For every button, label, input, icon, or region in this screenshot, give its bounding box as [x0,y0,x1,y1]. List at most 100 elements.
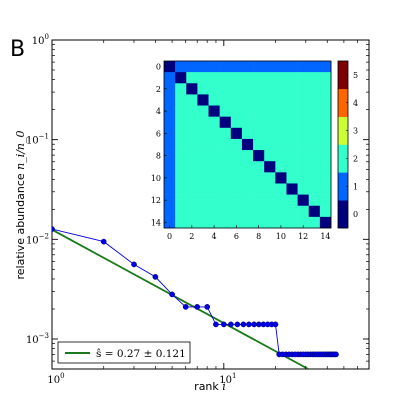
heatmap-cell [208,83,220,95]
heatmap-cell [230,150,243,162]
heatmap-cell [319,83,332,95]
heatmap-cell [264,94,276,106]
colorbar-segment [338,88,348,117]
heatmap-cell [164,127,176,140]
heatmap-cell [208,116,220,129]
heatmap-cell [219,105,232,117]
heatmap-cell [186,94,198,106]
heatmap-cell [208,94,220,106]
heatmap-x-tick-label: 6 [234,232,239,241]
abundance-point [220,321,227,328]
heatmap-cell [308,194,321,207]
x-axis-label-text: rank [194,380,222,393]
y-tick-label-base: 10 [26,335,39,346]
heatmap-cell [186,116,198,129]
heatmap-y-tick-label: 6 [156,129,161,138]
heatmap-cell [253,72,265,84]
heatmap-cell [230,138,243,151]
heatmap-cell [230,94,243,106]
heatmap-cell [219,150,232,162]
heatmap-cell [230,72,243,84]
heatmap-cell [197,138,209,151]
heatmap-cell [253,105,265,117]
abundance-point [182,304,189,310]
heatmap-cell [253,172,265,184]
heatmap-cell [264,205,276,218]
heatmap-cell [230,105,243,117]
colorbar-frame [337,60,349,229]
colorbar-tick-label: 1 [353,182,358,191]
heatmap-cell [253,61,265,73]
heatmap-cell [241,161,254,173]
colorbar-segment [338,200,348,229]
heatmap-cell [319,105,332,117]
heatmap-cell [230,194,243,207]
heatmap-cell [208,105,220,117]
heatmap-cell [319,172,332,184]
heatmap-cell [275,72,287,84]
heatmap-cell [186,72,198,84]
heatmap-cell [164,105,176,117]
heatmap-cell [286,216,298,229]
heatmap-cell [241,216,254,229]
heatmap-x-tick-label: 2 [189,232,194,241]
heatmap-cell [175,116,187,129]
heatmap-cell [175,72,187,84]
heatmap-cell [253,150,265,162]
heatmap-cell [197,83,209,95]
heatmap-cell [308,83,321,95]
heatmap-cell [219,205,232,218]
colorbar-segment [338,172,348,201]
heatmap-cell [275,183,287,195]
heatmap-cell [219,94,232,106]
heatmap-cell [164,61,176,73]
heatmap-cell [219,138,232,151]
heatmap-y-tick-label: 14 [151,218,161,227]
heatmap-cell [186,61,198,73]
heatmap-cell [197,194,209,207]
heatmap-cell [241,127,254,140]
heatmap-cell [230,216,243,229]
heatmap-cell [197,61,209,73]
x-tick-label: 101 [219,372,236,386]
heatmap-cell [241,94,254,106]
heatmap-cell [175,150,187,162]
heatmap-cell [186,172,198,184]
svg-text:rank i: rank i [194,380,226,393]
heatmap-cell [319,72,332,84]
heatmap-cell [275,94,287,106]
heatmap-cell [208,161,220,173]
heatmap-cell [308,138,321,151]
heatmap-cell [241,138,254,151]
heatmap-cell [253,205,265,218]
heatmap-cell [319,138,332,151]
heatmap-cell [230,83,243,95]
heatmap-cell [208,127,220,140]
heatmap-cell [186,127,198,140]
heatmap-cell [253,116,265,129]
heatmap-cell [175,205,187,218]
svg-text:relative abundance n_i/n_0: relative abundance n_i/n_0 [14,130,27,279]
heatmap-cell [297,194,310,207]
heatmap-cell [186,150,198,162]
colorbar-tick-label: 4 [353,99,358,108]
abundance-point [152,274,159,280]
heatmap-cell [297,183,310,195]
heatmap-cell [164,172,176,184]
y-axis-label-var: n_i/n_0 [14,130,27,169]
inset-colorbar: 0 1 2 3 4 5 [337,60,358,229]
heatmap-cell [264,105,276,117]
y-tick-label: 10−2 [26,232,49,246]
heatmap-cell [175,194,187,207]
y-tick-label: 100 [32,33,49,47]
heatmap-cell [186,194,198,207]
abundance-point [251,321,257,328]
heatmap-cell [164,183,176,195]
heatmap-cell [197,94,209,106]
heatmap-cell [175,161,187,173]
inset-heatmap: 0 2 4 6 8 10 12 14 0 2 4 6 8 10 12 14 [151,60,332,241]
heatmap-cell [164,216,176,229]
heatmap-cell [164,161,176,173]
heatmap-cell [264,138,276,151]
